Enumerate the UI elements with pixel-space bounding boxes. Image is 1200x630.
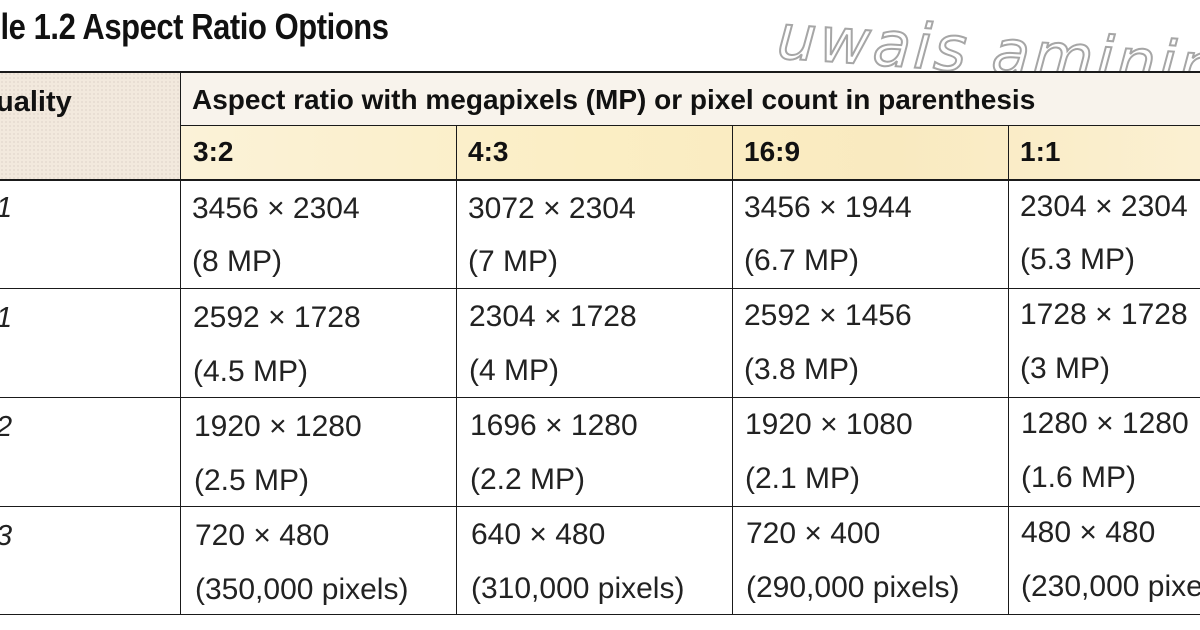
group-column-header: Aspect ratio with megapixels (MP) or pix… xyxy=(192,84,1036,115)
cell-dimensions: 2592 × 1728 xyxy=(193,301,361,334)
table-column-divider xyxy=(732,126,733,615)
table-column-divider xyxy=(180,72,181,615)
cell-size: (3.8 MP) xyxy=(744,353,860,386)
cell-dimensions: 1920 × 1280 xyxy=(194,410,362,443)
cell-dimensions: 1728 × 1728 xyxy=(1020,298,1188,331)
table-rule-header xyxy=(180,125,1200,126)
cell-size: (1.6 MP) xyxy=(1021,461,1137,494)
ratio-header-row xyxy=(180,126,1200,180)
table-column-divider xyxy=(1008,126,1009,615)
cell-dimensions: 2304 × 1728 xyxy=(469,300,637,333)
cell-size: (4.5 MP) xyxy=(193,355,309,388)
cell-size: (8 MP) xyxy=(192,245,282,278)
cell-dimensions: 1696 × 1280 xyxy=(470,409,638,442)
ratio-header-1-1: 1:1 xyxy=(1020,136,1061,167)
cell-dimensions: 3072 × 2304 xyxy=(468,192,636,225)
quality-label: 2 xyxy=(0,411,12,444)
table-rule-top xyxy=(0,71,1200,73)
table-column-divider xyxy=(456,126,457,615)
table-rule-row xyxy=(0,506,1200,507)
cell-dimensions: 480 × 480 xyxy=(1021,516,1156,549)
quality-label: 1 xyxy=(0,302,12,335)
cell-size: (290,000 pixels) xyxy=(746,571,960,604)
cell-dimensions: 720 × 480 xyxy=(195,519,330,552)
table-rule-head-bottom xyxy=(0,179,1200,181)
cell-size: (2.1 MP) xyxy=(745,462,861,495)
quality-column-header: uality xyxy=(0,86,72,118)
ratio-header-16-9: 16:9 xyxy=(744,136,801,167)
cell-size: (350,000 pixels) xyxy=(195,573,409,606)
cell-dimensions: 1920 × 1080 xyxy=(745,408,913,441)
ratio-header-3-2: 3:2 xyxy=(193,136,234,167)
table-caption: ble 1.2 Aspect Ratio Options xyxy=(0,6,389,47)
cell-size: (2.5 MP) xyxy=(194,464,310,497)
quality-label: 3 xyxy=(0,520,12,553)
cell-size: (310,000 pixels) xyxy=(471,572,685,605)
cell-dimensions: 2592 × 1456 xyxy=(744,299,912,332)
cell-dimensions: 2304 × 2304 xyxy=(1020,190,1188,223)
cell-size: (4 MP) xyxy=(469,354,559,387)
quality-label: 1 xyxy=(0,192,12,225)
table-rule-row xyxy=(0,397,1200,398)
cell-dimensions: 3456 × 1944 xyxy=(744,191,912,224)
table-rule-bottom xyxy=(0,614,1200,615)
table-rule-row xyxy=(0,288,1200,289)
cell-size: (230,000 pixels) xyxy=(1021,570,1200,603)
cell-size: (6.7 MP) xyxy=(744,244,860,277)
cell-dimensions: 640 × 480 xyxy=(471,518,606,551)
cell-size: (7 MP) xyxy=(468,245,558,278)
ratio-header-4-3: 4:3 xyxy=(468,136,509,167)
quality-header-cell xyxy=(0,72,180,180)
cell-dimensions: 1280 × 1280 xyxy=(1021,407,1189,440)
cell-dimensions: 3456 × 2304 xyxy=(192,192,360,225)
cell-size: (5.3 MP) xyxy=(1020,243,1136,276)
cell-size: (3 MP) xyxy=(1020,352,1110,385)
group-header-cell xyxy=(180,72,1200,126)
cell-dimensions: 720 × 400 xyxy=(746,517,881,550)
cell-size: (2.2 MP) xyxy=(470,463,586,496)
